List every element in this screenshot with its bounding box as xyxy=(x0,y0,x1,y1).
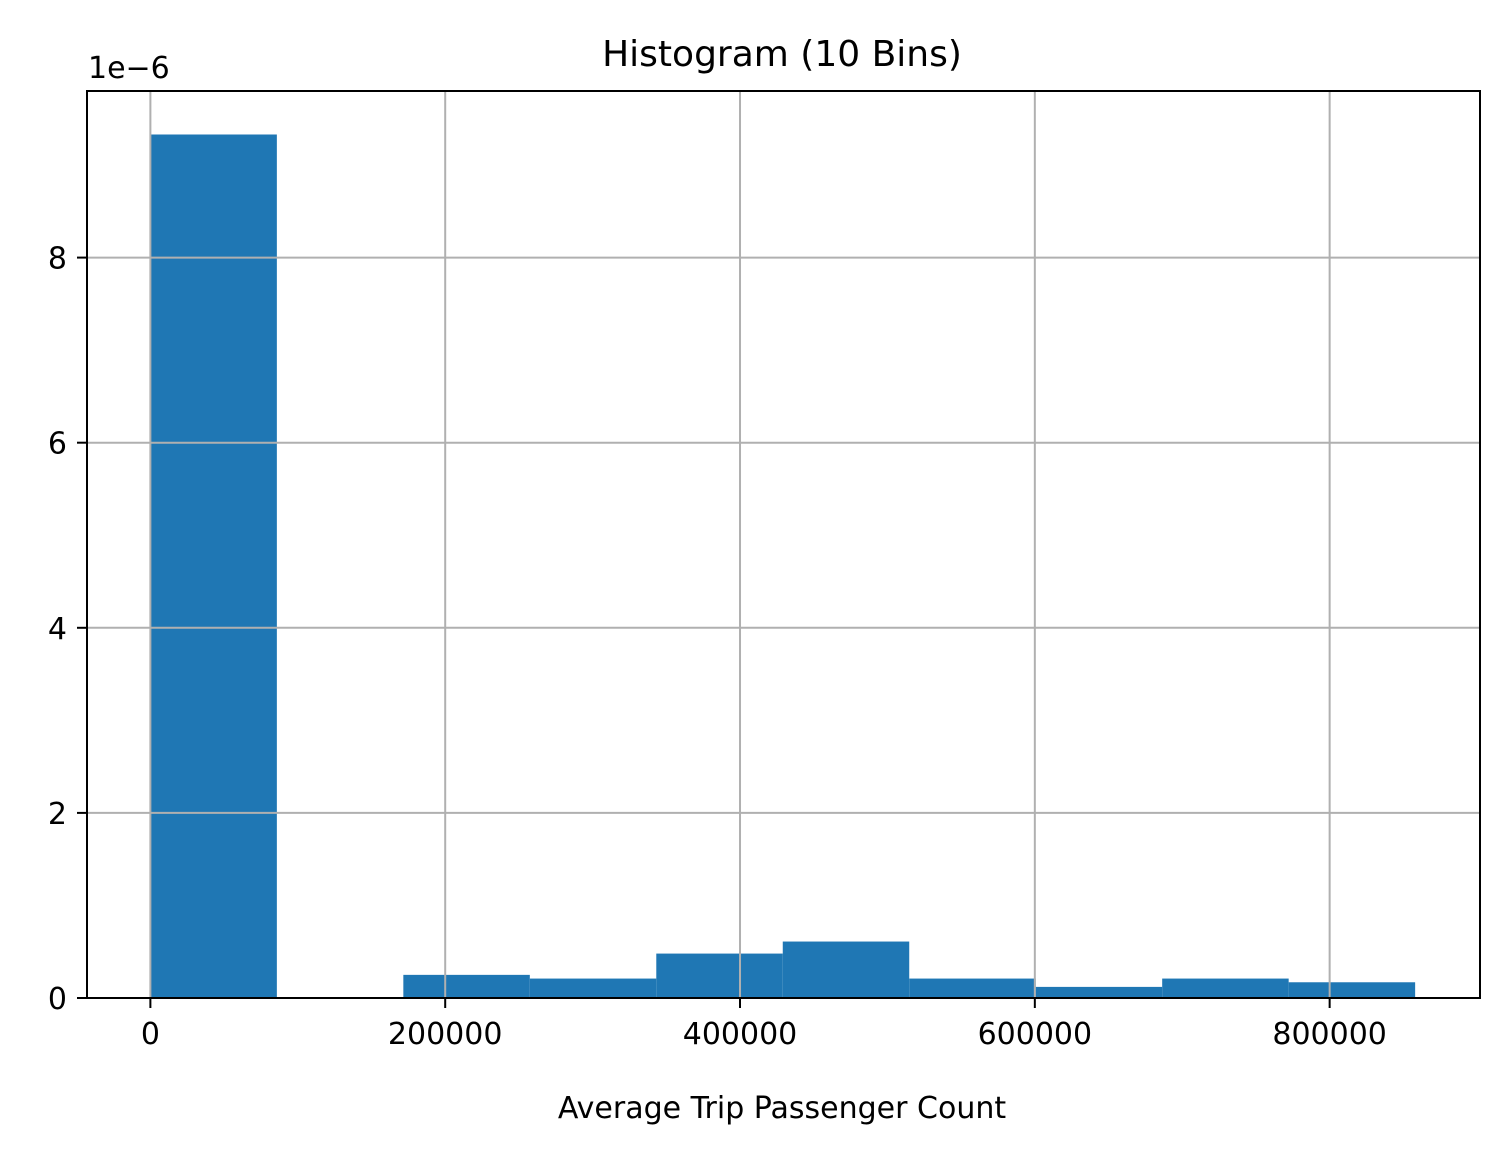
histogram-bar-3 xyxy=(403,974,530,998)
x-tick-label: 800000 xyxy=(1272,1017,1387,1052)
x-axis-label: Average Trip Passenger Count xyxy=(558,1091,1006,1126)
plot-frame xyxy=(86,90,1481,999)
y-tick-label: 6 xyxy=(48,427,67,462)
x-tick-label: 0 xyxy=(141,1017,160,1052)
histogram-bar-6 xyxy=(782,941,910,998)
y-tick-label: 2 xyxy=(48,797,67,832)
histogram-bar-8 xyxy=(1035,986,1163,998)
y-tick-label: 4 xyxy=(48,612,67,647)
histogram-bar-10 xyxy=(1288,982,1416,998)
x-tick-label: 400000 xyxy=(683,1017,798,1052)
histogram-bar-4 xyxy=(529,978,657,998)
y-tick-label: 0 xyxy=(48,982,67,1017)
histogram-bar-9 xyxy=(1162,978,1289,998)
axis-ticks: 0 200000 400000 600000 800000 0 2 4 6 8 xyxy=(48,242,1387,1052)
y-offset-label: 1e−6 xyxy=(88,51,170,86)
x-tick-label: 600000 xyxy=(978,1017,1093,1052)
histogram-bar-1 xyxy=(150,134,277,999)
chart-title: Histogram (10 Bins) xyxy=(602,34,962,75)
histogram-bar-7 xyxy=(909,978,1036,998)
histogram-bars xyxy=(150,134,1416,999)
histogram-bar-5 xyxy=(656,953,783,998)
y-tick-label: 8 xyxy=(48,242,67,277)
x-tick-label: 200000 xyxy=(388,1017,503,1052)
